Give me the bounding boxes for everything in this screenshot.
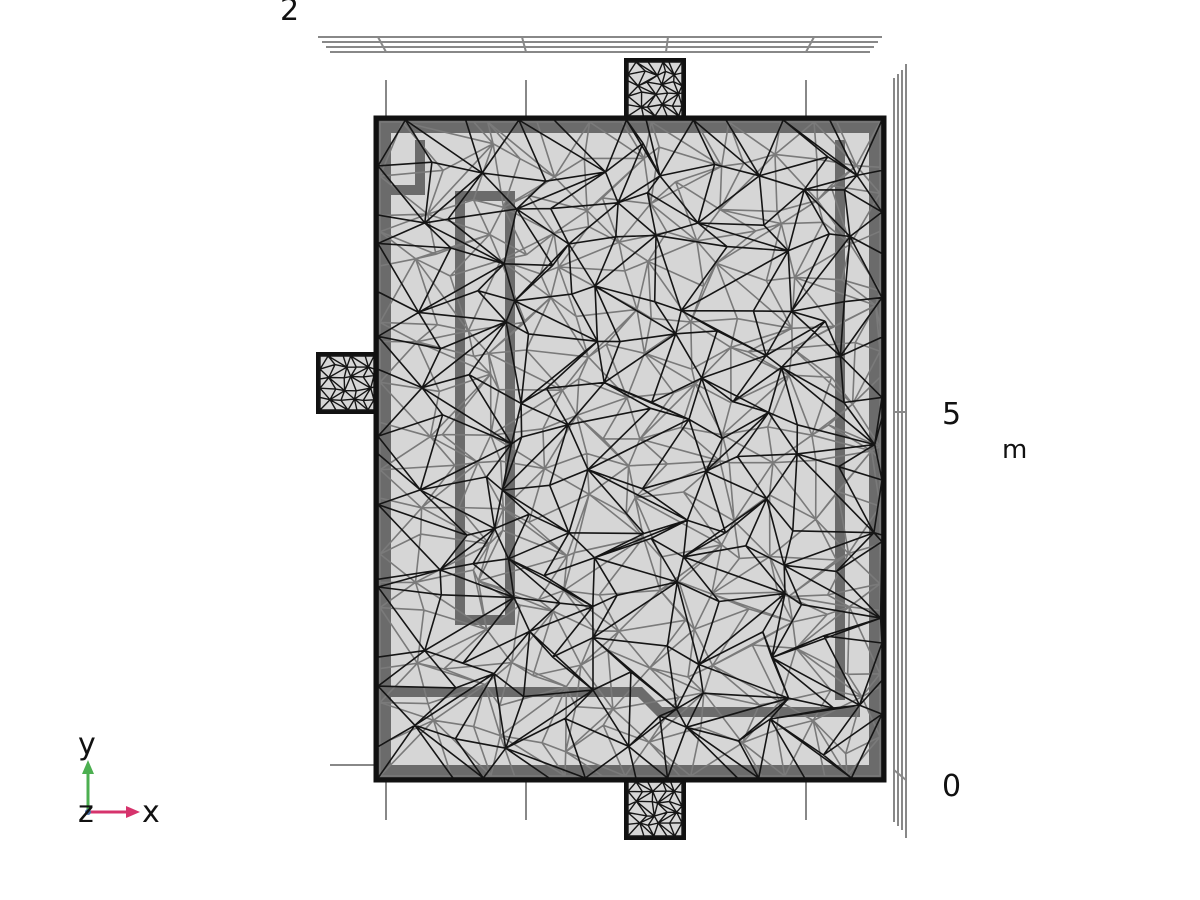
right-grid (893, 64, 907, 838)
top-grid (318, 36, 882, 53)
triad-z-label: z (78, 795, 94, 830)
mesh-edges (379, 121, 881, 777)
mesh-edges (319, 355, 375, 411)
port-bottom (624, 778, 686, 840)
triad-y-arrowhead (82, 760, 94, 774)
main-body-border (373, 115, 887, 783)
triad-y-label: y (78, 727, 96, 762)
port-left (316, 352, 378, 414)
port-top (624, 58, 686, 120)
triad-z-dot (85, 809, 91, 815)
right-tick-label-upper: 5 (942, 397, 961, 432)
tick-marks (330, 80, 807, 820)
axis-unit-label: m (1002, 435, 1027, 465)
top-tick-label: 2 (280, 0, 299, 28)
triad-x-arrowhead (126, 806, 140, 818)
mesh-back-edges (379, 121, 881, 777)
triad-x-label: x (142, 795, 160, 830)
coordinate-triad: y z x (78, 727, 160, 830)
right-tick-label-lower: 0 (942, 769, 961, 804)
